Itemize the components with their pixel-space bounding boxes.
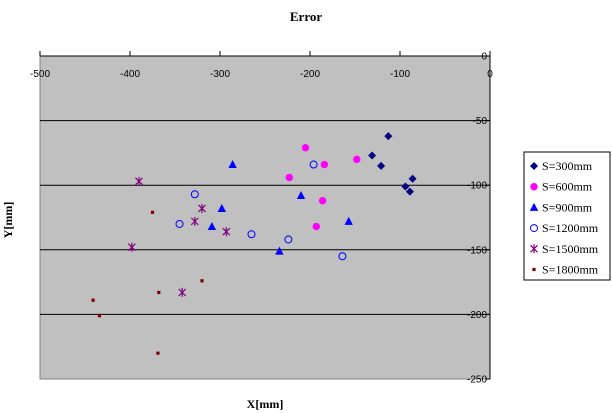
- data-point: [91, 298, 95, 302]
- data-point: [296, 191, 306, 200]
- y-tick-label: -100: [467, 181, 487, 192]
- series-2: [207, 160, 353, 255]
- data-point: [178, 287, 187, 297]
- data-point: [97, 314, 101, 318]
- data-point: [275, 246, 284, 255]
- legend-marker: [529, 202, 539, 211]
- gridlines: [40, 120, 490, 315]
- data-point: [190, 216, 199, 226]
- legend-label: S=1500mm: [542, 242, 599, 256]
- data-point: [368, 151, 377, 160]
- axes: -500 -400 -300 -200 -100 00 -50 -100 -150 -200 -25…: [30, 51, 493, 386]
- x-tick-label: 0: [487, 69, 493, 80]
- legend-marker: [530, 183, 538, 191]
- data-point: [320, 160, 329, 169]
- data-point: [157, 290, 161, 295]
- x-tick-label: -100: [390, 69, 410, 80]
- data-point: [284, 235, 293, 244]
- legend-marker: [530, 244, 538, 254]
- legend-marker: [530, 162, 538, 170]
- data-point: [175, 219, 184, 228]
- x-tick-label: -300: [210, 69, 230, 80]
- data-point: [127, 242, 136, 252]
- legend-label: S=1800mm: [542, 263, 599, 277]
- data-points: [91, 132, 417, 355]
- y-tick-label: -50: [473, 116, 488, 127]
- data-point: [156, 351, 160, 355]
- series-1: [285, 144, 361, 231]
- y-tick-label: -200: [467, 310, 487, 321]
- data-point: [344, 216, 353, 225]
- x-axis-label: X[mm]: [247, 397, 284, 411]
- series-0: [368, 132, 417, 196]
- data-point: [318, 197, 327, 205]
- x-tick-label: -400: [120, 69, 140, 80]
- data-point: [301, 144, 310, 152]
- data-point: [200, 279, 204, 283]
- y-tick-label: -250: [467, 375, 487, 386]
- data-point: [309, 160, 318, 169]
- data-point: [405, 187, 414, 196]
- data-point: [228, 160, 237, 169]
- legend: S=300mm S=600mm S=900mm S=1200mm S=1500mm S=1…: [523, 151, 611, 281]
- data-point: [353, 155, 361, 164]
- legend-label: S=600mm: [542, 180, 593, 194]
- data-point: [150, 210, 155, 214]
- legend-label: S=1200mm: [542, 221, 599, 235]
- chart-title: Error: [290, 9, 322, 24]
- data-point: [377, 161, 386, 170]
- y-tick-label: 0: [481, 52, 487, 63]
- data-point: [207, 222, 217, 231]
- data-point: [401, 182, 410, 191]
- data-point: [222, 227, 231, 237]
- legend-label: S=900mm: [542, 200, 593, 214]
- series-3: [175, 160, 347, 261]
- legend-marker: [532, 267, 536, 272]
- x-tick-label: -200: [300, 69, 320, 80]
- series-4: [127, 176, 231, 297]
- data-point: [285, 173, 293, 182]
- data-point: [384, 132, 393, 141]
- data-point: [198, 203, 206, 213]
- legend-marker: [530, 224, 538, 233]
- data-point: [408, 174, 417, 183]
- data-point: [217, 203, 226, 212]
- legend-box: [523, 151, 611, 281]
- y-tick-label: -150: [467, 245, 487, 256]
- x-tick-label: -500: [30, 69, 50, 80]
- plot-area: [39, 55, 491, 380]
- series-5: [91, 210, 204, 355]
- data-point: [338, 252, 347, 261]
- data-point: [247, 230, 256, 239]
- y-axis-label: Y[mm]: [1, 202, 15, 239]
- data-point: [190, 190, 199, 199]
- legend-label: S=300mm: [542, 159, 593, 173]
- data-point: [312, 222, 320, 231]
- data-point: [135, 176, 143, 186]
